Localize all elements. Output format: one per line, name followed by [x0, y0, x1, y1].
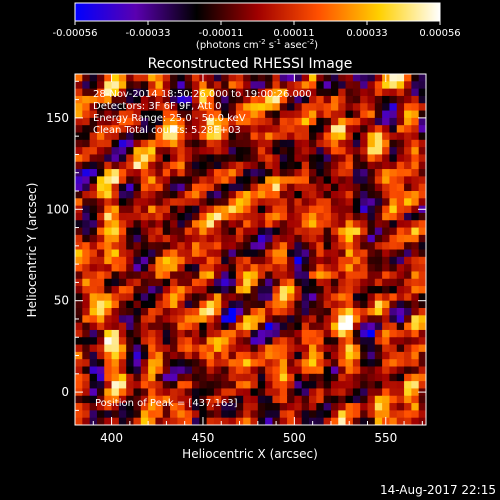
plot-frame: [74, 73, 427, 426]
colorbar-tick-label: -0.00033: [126, 28, 171, 39]
footer-timestamp: 14-Aug-2017 22:15: [380, 483, 496, 497]
x-tick-label: 450: [192, 431, 215, 445]
heatmap-pixels: [75, 74, 426, 425]
colorbar: [74, 2, 441, 22]
colorbar-tick-label: 0.00056: [419, 28, 460, 39]
y-tick-label: 0: [61, 385, 69, 399]
annotation-line: Clean Total counts: 5.28E+03: [93, 125, 241, 136]
x-tick-label: 550: [374, 431, 397, 445]
y-tick-label: 150: [46, 111, 69, 125]
colorbar-tick-label: 0.00011: [273, 28, 314, 39]
annotation-line: Energy Range: 25.0 - 50.0 keV: [93, 113, 246, 124]
y-tick-label: 50: [54, 294, 69, 308]
x-tick-label: 500: [283, 431, 306, 445]
colorbar-label: (photons cm-2 s-1 asec-2): [196, 38, 318, 51]
colorbar-tick-label: -0.00056: [53, 28, 98, 39]
colorbar-tick-label: 0.00033: [346, 28, 387, 39]
annotations: 28-Nov-2014 18:50:26.000 to 19:00:26.000…: [93, 89, 312, 136]
chart-title: Reconstructed RHESSI Image: [148, 56, 353, 72]
annotation-line: 28-Nov-2014 18:50:26.000 to 19:00:26.000: [93, 89, 312, 100]
x-axis-label: Heliocentric X (arcsec): [182, 447, 318, 461]
y-tick-label: 100: [46, 202, 69, 216]
annotation-line: Detectors: 3F 6F 9F, Att 0: [93, 101, 221, 112]
peak-position-label: Position of Peak = [437,163]: [95, 398, 238, 409]
axis-ticks: 400 450 500 550 0 50 100 150: [46, 74, 426, 445]
x-tick-label: 400: [100, 431, 123, 445]
colorbar-tick-label: -0.00011: [199, 28, 244, 39]
colorbar-ticks: -0.00056 -0.00033 -0.00011 0.00011 0.00033 0.…: [53, 21, 461, 39]
y-axis-label: Heliocentric Y (arcsec): [25, 183, 39, 318]
